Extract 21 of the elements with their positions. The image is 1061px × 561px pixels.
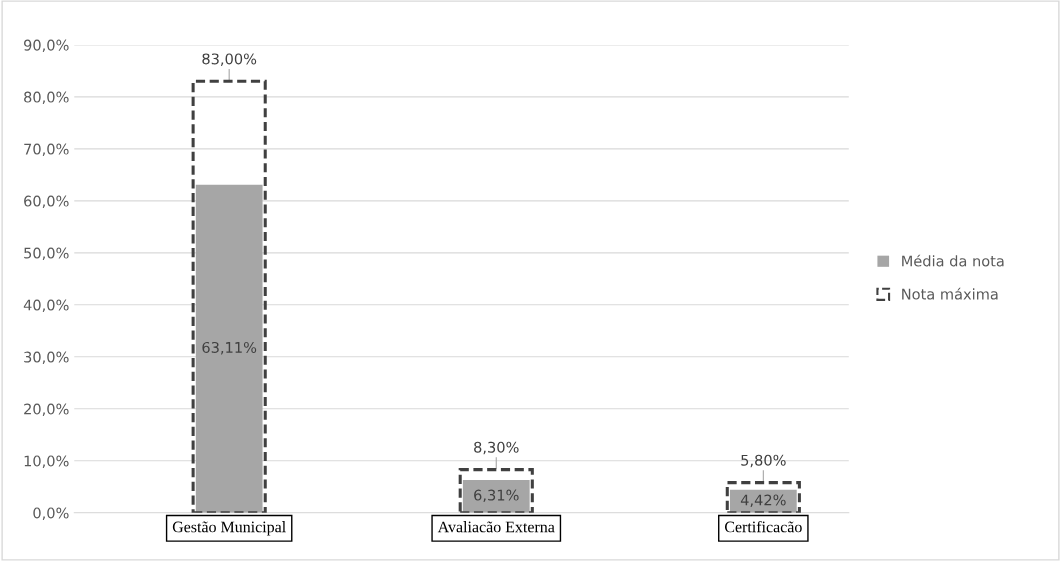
data-label: 8,30% <box>474 441 519 455</box>
legend-label: Nota máxima <box>902 287 998 300</box>
data-label: 5,80% <box>741 454 786 468</box>
y-tick-label: 90,0% <box>24 39 69 53</box>
y-tick-label: 70,0% <box>24 143 69 157</box>
data-label: 6,31% <box>474 489 519 503</box>
data-label: 83,00% <box>202 53 257 66</box>
x-tick-label: Certificacão <box>724 520 802 533</box>
y-tick-label: 80,0% <box>24 91 69 105</box>
x-tick-label: Avaliacão Externa <box>437 521 555 533</box>
y-tick-label: 50,0% <box>24 247 69 261</box>
x-tick-label: Gestão Municipal <box>172 521 286 536</box>
y-tick-label: 30,0% <box>24 351 69 365</box>
y-tick-label: 0,0% <box>33 507 69 520</box>
data-label: 63,11% <box>202 341 257 355</box>
y-tick-label: 10,0% <box>24 455 69 468</box>
y-tick-label: 20,0% <box>24 403 69 417</box>
data-label: 4,42% <box>740 494 786 507</box>
y-tick-label: 40,0% <box>23 299 69 313</box>
legend-label: Média da nota <box>902 254 1004 267</box>
y-tick-label: 60,0% <box>24 195 69 209</box>
